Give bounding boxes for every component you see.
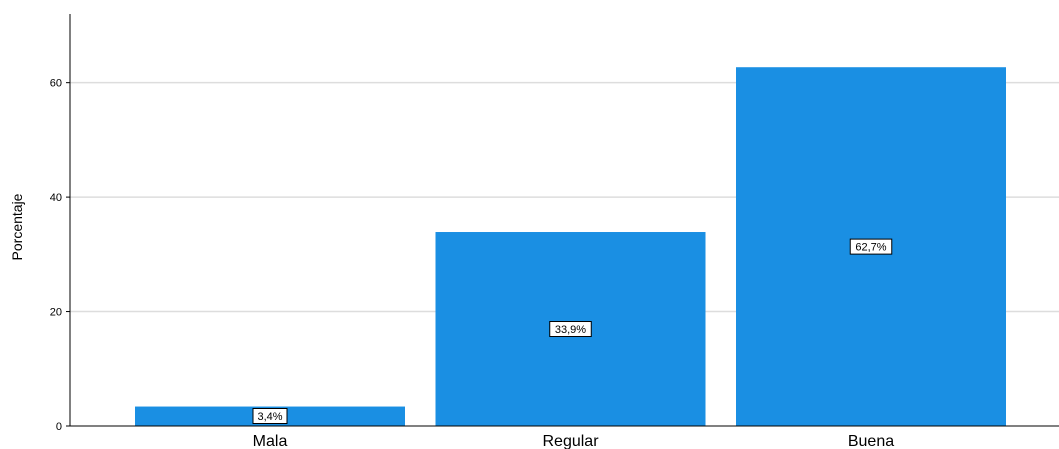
x-categories: Mala Regular Buena bbox=[253, 433, 895, 449]
y-tick-label: 40 bbox=[50, 192, 62, 204]
data-label: 33,9% bbox=[550, 322, 592, 337]
data-label: 62,7% bbox=[850, 239, 892, 254]
y-ticks: 0 20 40 60 bbox=[50, 78, 70, 433]
y-tick-label: 0 bbox=[56, 421, 62, 433]
data-label-text: 3,4% bbox=[257, 411, 282, 423]
data-label: 3,4% bbox=[253, 409, 287, 424]
data-label-text: 33,9% bbox=[555, 324, 586, 336]
y-tick-label: 60 bbox=[50, 78, 62, 90]
y-axis-label: Porcentaje bbox=[9, 193, 25, 260]
y-tick-label: 20 bbox=[50, 307, 62, 319]
x-category-label: Mala bbox=[253, 433, 288, 449]
x-category-label: Regular bbox=[542, 433, 599, 449]
x-category-label: Buena bbox=[848, 433, 894, 449]
data-label-text: 62,7% bbox=[855, 242, 886, 254]
